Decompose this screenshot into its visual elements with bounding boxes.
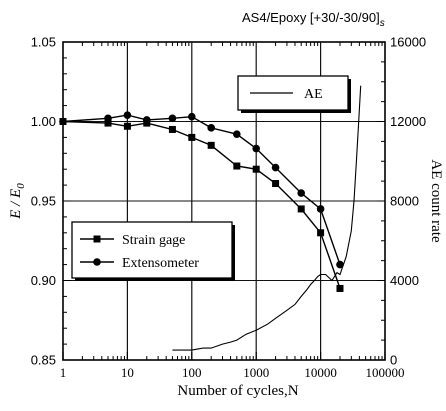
- y-right-tick-label: 0: [390, 353, 397, 368]
- strain-gage-point: [123, 122, 131, 130]
- chart-title-subscript: s: [380, 18, 385, 29]
- strain-gage-point: [168, 125, 176, 133]
- y-right-tick-label: 4000: [390, 273, 419, 288]
- chart-title: AS4/Epoxy [+30/-30/90]s: [242, 10, 385, 29]
- strain-gage-point: [272, 180, 280, 188]
- y-left-tick-label: 0.85: [31, 353, 56, 368]
- x-tick-label: 1: [60, 365, 67, 380]
- extensometer-point: [207, 124, 215, 132]
- y-left-axis-label: E / E0: [8, 183, 27, 220]
- legend-box: [71, 221, 233, 279]
- legend-strain-gage-marker: [93, 235, 101, 243]
- extensometer-point: [142, 116, 151, 124]
- extensometer-point: [336, 260, 344, 269]
- extensometer-point: [188, 112, 196, 121]
- strain-gage-point: [317, 229, 325, 237]
- labels-group: 1 10 100 1000 10000 100000 0.85 0.90 0.95 1.00 1.0…: [8, 10, 444, 399]
- y-left-tick-label: 1.00: [31, 114, 56, 129]
- legend-strain-gage-label: Strain gage: [122, 233, 185, 248]
- extensometer-point: [316, 205, 325, 213]
- legend-extensometer-marker: [93, 258, 101, 266]
- x-tick-label: 100: [182, 365, 202, 380]
- extensometer-point: [252, 144, 260, 153]
- extensometer-point: [233, 130, 241, 139]
- x-tick-label: 1000: [243, 365, 269, 380]
- y-right-axis-label: AE count rate: [428, 159, 444, 243]
- extensometer-point: [297, 189, 306, 197]
- x-tick-label: 10: [121, 365, 134, 380]
- axis-ticks-group: [62, 41, 386, 361]
- x-tick-label: 10000: [304, 365, 337, 380]
- strain-gage-point: [104, 119, 112, 127]
- y-right-tick-label: 16000: [390, 35, 426, 50]
- series-group: [59, 85, 362, 351]
- extensometer-point: [123, 111, 132, 119]
- y-left-tick-label: 0.90: [31, 273, 56, 288]
- extensometer-point: [271, 163, 280, 172]
- x-axis-label: Number of cycles,N: [177, 383, 298, 399]
- extensometer-point: [59, 117, 67, 126]
- y-left-axis-label-subscript: 0: [15, 183, 27, 189]
- strain-gage-point: [252, 165, 260, 173]
- strain-gage-point: [207, 141, 215, 149]
- legend-group: Strain gage Extensometer AE: [71, 75, 351, 281]
- extensometer-point: [104, 114, 112, 123]
- legend-ae-label: AE: [304, 87, 323, 102]
- legend-extensometer-label: Extensometer: [122, 256, 199, 271]
- extensometer-point: [168, 114, 177, 123]
- y-left-tick-label: 0.95: [31, 194, 56, 209]
- strain-gage-point: [233, 162, 241, 170]
- ae-line: [172, 85, 362, 351]
- x-tick-label: 100000: [366, 365, 405, 380]
- y-right-tick-label: 8000: [390, 194, 419, 209]
- y-left-tick-label: 1.05: [31, 35, 56, 50]
- strain-gage-point: [188, 133, 196, 141]
- strain-gage-point: [336, 284, 344, 292]
- strain-gage-point: [297, 205, 305, 213]
- y-right-tick-label: 12000: [390, 114, 426, 129]
